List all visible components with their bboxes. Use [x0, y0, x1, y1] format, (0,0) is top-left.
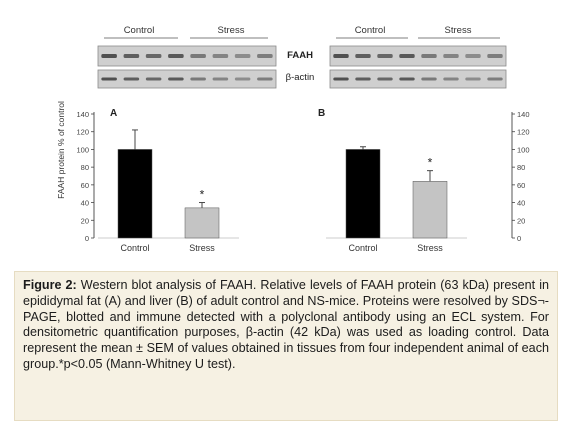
blot-band — [333, 54, 349, 58]
blot-band — [443, 77, 459, 81]
blot-band — [355, 77, 371, 81]
blot-band — [168, 77, 184, 81]
blot-band — [399, 54, 415, 58]
blot-band — [168, 54, 184, 58]
y-tick-label: 20 — [81, 216, 89, 225]
blot-band — [212, 77, 229, 81]
y-tick-label: 0 — [85, 234, 89, 243]
blot-band — [101, 54, 117, 58]
blot-left-actin-strip — [97, 69, 277, 89]
blot-band — [257, 54, 273, 58]
blot-band — [355, 54, 371, 58]
blot-band — [101, 77, 117, 81]
blot-band — [465, 77, 481, 81]
blot-band — [257, 77, 273, 81]
panel-label-b: B — [318, 108, 325, 119]
panel-label-a: A — [110, 108, 117, 119]
blot-right-actin-strip-background — [329, 69, 507, 89]
y-tick-label: 120 — [517, 128, 530, 137]
blot-band — [123, 54, 140, 58]
blot-band — [377, 54, 393, 58]
blot-band — [421, 77, 437, 81]
bar-charts: FAAH protein % of control A 0 20 40 60 80 100 1… — [56, 101, 530, 253]
blot-band — [377, 77, 393, 81]
blot-right-faah-strip-background — [329, 45, 507, 67]
caption-heading: Figure 2: — [23, 278, 77, 292]
blot-band — [145, 77, 162, 81]
blot-right-stress-label: Stress — [445, 25, 472, 36]
y-tick-label: 120 — [76, 128, 89, 137]
y-tick-label: 60 — [517, 181, 525, 190]
blot-band — [234, 54, 251, 58]
blot-band — [399, 77, 415, 81]
y-tick-label: 0 — [517, 234, 521, 243]
blot-right-control-label: Control — [355, 25, 386, 36]
blot-left-faah-strip-background — [97, 45, 277, 67]
blot-band — [190, 54, 206, 58]
y-tick-label: 60 — [81, 181, 89, 190]
y-tick-label: 80 — [517, 163, 525, 172]
figure-caption: Figure 2: Western blot analysis of FAAH.… — [14, 271, 558, 421]
y-tick-label: 40 — [517, 199, 525, 208]
y-tick-label: 100 — [517, 145, 530, 154]
blot-left-actin-strip-background — [97, 69, 277, 89]
blot-band — [443, 54, 459, 58]
y-tick-label: 100 — [76, 145, 89, 154]
y-tick-label: 20 — [517, 216, 525, 225]
chart-panel-a: A 0 20 40 60 80 100 120 140 Control * Stress — [76, 108, 239, 253]
blot-band — [212, 54, 229, 58]
bar-stress — [184, 207, 220, 239]
blot-band — [123, 77, 140, 81]
blot-row-label-beta-actin: β-actin — [286, 72, 315, 83]
chart-a-ylabel: FAAH protein % of control — [56, 101, 66, 199]
category-label: Control — [348, 243, 377, 253]
blot-band — [465, 54, 481, 58]
blot-band — [145, 54, 162, 58]
significance-marker: * — [428, 156, 433, 170]
blot-band — [487, 54, 503, 58]
chart-panel-b: B 0 20 40 60 80 100 120 140 Control * Stress — [318, 108, 530, 253]
y-tick-label: 140 — [517, 110, 530, 119]
y-tick-label: 40 — [81, 199, 89, 208]
significance-marker: * — [200, 188, 205, 202]
western-blot: Control Stress Control Stress FAAH β-act… — [97, 25, 507, 89]
blot-right-actin-strip — [329, 69, 507, 89]
blot-band — [421, 54, 437, 58]
bar-control — [117, 149, 153, 239]
blot-left-control-label: Control — [124, 25, 155, 36]
category-label: Stress — [417, 243, 443, 253]
caption-text: Western blot analysis of FAAH. Relative … — [23, 278, 549, 371]
blot-left-faah-strip — [97, 45, 277, 67]
blot-left-stress-label: Stress — [218, 25, 245, 36]
y-tick-label: 80 — [81, 163, 89, 172]
blot-band — [487, 77, 503, 81]
blot-band — [333, 77, 349, 81]
blot-band — [234, 77, 251, 81]
blot-band — [190, 77, 206, 81]
blot-right-faah-strip — [329, 45, 507, 67]
category-label: Control — [120, 243, 149, 253]
y-tick-label: 140 — [76, 110, 89, 119]
blot-row-label-faah: FAAH — [287, 50, 313, 61]
bar-control — [345, 149, 381, 239]
bar-stress — [412, 181, 448, 239]
category-label: Stress — [189, 243, 215, 253]
